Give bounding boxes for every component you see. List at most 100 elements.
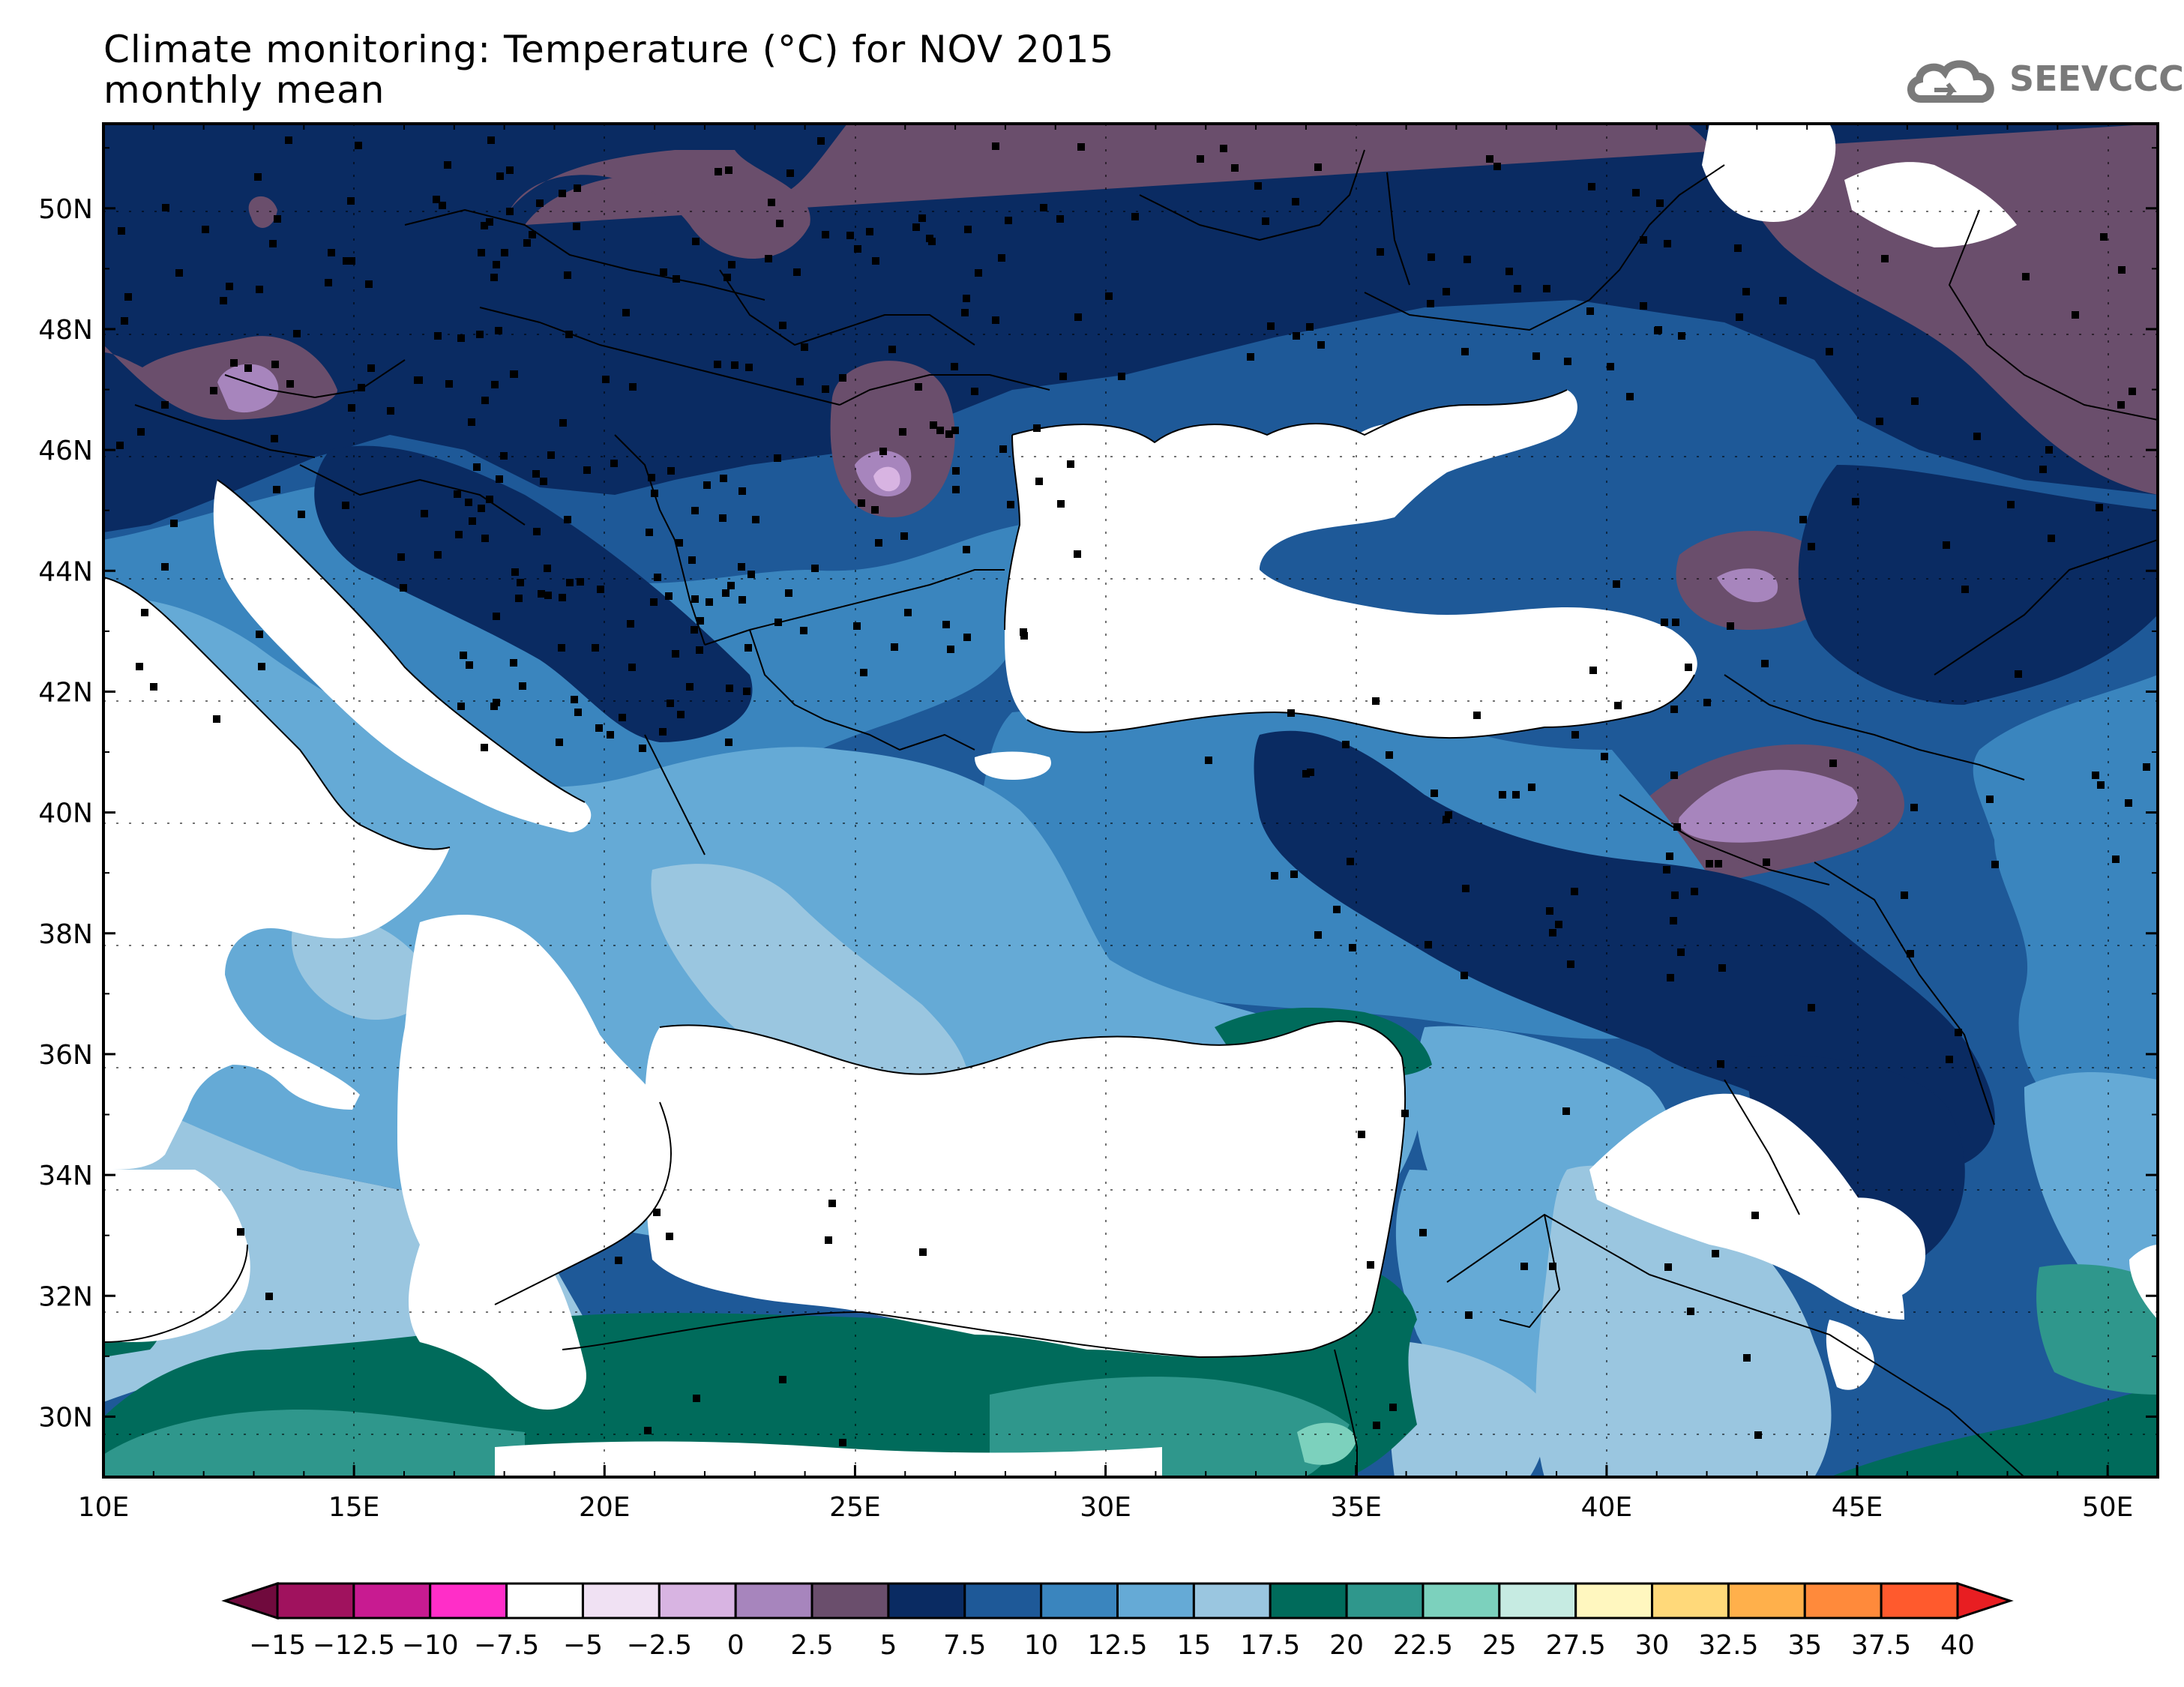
station-marker bbox=[1302, 770, 1310, 778]
station-marker bbox=[828, 1200, 836, 1207]
station-marker bbox=[725, 739, 732, 746]
station-marker bbox=[511, 568, 519, 576]
station-marker bbox=[116, 442, 124, 449]
station-marker bbox=[1671, 891, 1679, 899]
contour-0 bbox=[873, 466, 900, 492]
station-marker bbox=[2039, 466, 2047, 473]
map-frame bbox=[102, 122, 2159, 1479]
station-marker bbox=[622, 309, 630, 316]
station-marker bbox=[1428, 253, 1435, 261]
station-marker bbox=[801, 343, 808, 351]
station-marker bbox=[1373, 1422, 1380, 1429]
colorbar-swatch bbox=[963, 1582, 1043, 1620]
station-marker bbox=[1290, 870, 1298, 878]
station-marker bbox=[1293, 332, 1300, 340]
lon-tick-label: 50E bbox=[2082, 1492, 2134, 1523]
land-mask-and-seas bbox=[103, 124, 2158, 1477]
colorbar-label: 32.5 bbox=[1698, 1630, 1758, 1661]
station-marker bbox=[1462, 885, 1469, 892]
station-marker bbox=[915, 383, 922, 391]
station-marker bbox=[1342, 741, 1350, 748]
colorbar-low-triangle bbox=[221, 1581, 279, 1620]
station-marker bbox=[1247, 353, 1254, 361]
lat-tick-label: 48N bbox=[38, 315, 93, 346]
colorbar-label: 40 bbox=[1940, 1630, 1975, 1661]
lat-tick-label: 42N bbox=[38, 677, 93, 708]
station-marker bbox=[1973, 433, 1981, 440]
station-marker bbox=[2117, 401, 2125, 409]
station-marker bbox=[607, 731, 614, 739]
station-marker bbox=[738, 596, 746, 604]
station-marker bbox=[1712, 1250, 1719, 1257]
lon-tick-label: 20E bbox=[579, 1492, 631, 1523]
station-marker bbox=[434, 332, 442, 340]
lon-tick-label: 40E bbox=[1581, 1492, 1633, 1523]
station-marker bbox=[1007, 501, 1014, 508]
station-marker bbox=[900, 532, 908, 540]
station-marker bbox=[1961, 586, 1969, 593]
station-marker bbox=[1588, 183, 1595, 190]
station-marker bbox=[2100, 233, 2108, 241]
station-marker bbox=[161, 563, 169, 571]
station-marker bbox=[1808, 1004, 1815, 1011]
lat-tick-label: 38N bbox=[38, 919, 93, 950]
station-marker bbox=[1799, 516, 1807, 523]
station-marker bbox=[691, 626, 698, 634]
lon-tick-label: 30E bbox=[1080, 1492, 1131, 1523]
station-marker bbox=[495, 327, 502, 334]
station-marker bbox=[478, 505, 485, 512]
station-marker bbox=[918, 214, 926, 222]
station-marker bbox=[1317, 341, 1325, 349]
station-marker bbox=[726, 685, 733, 692]
lon-tick-label: 10E bbox=[78, 1492, 130, 1523]
colorbar-label: −15 bbox=[249, 1630, 306, 1661]
station-marker bbox=[779, 322, 786, 329]
station-marker bbox=[846, 232, 854, 239]
station-marker bbox=[230, 359, 238, 367]
station-marker bbox=[602, 376, 610, 383]
station-marker bbox=[1718, 964, 1726, 972]
lat-tick-label: 40N bbox=[38, 799, 93, 829]
station-marker bbox=[1881, 255, 1889, 262]
station-marker bbox=[854, 245, 861, 253]
station-marker bbox=[564, 516, 571, 523]
station-marker bbox=[1445, 811, 1452, 819]
station-marker bbox=[1431, 790, 1438, 797]
station-marker bbox=[692, 238, 700, 245]
station-marker bbox=[1742, 288, 1750, 295]
station-marker bbox=[653, 1209, 661, 1216]
station-marker bbox=[486, 218, 493, 226]
contour-2.5 bbox=[217, 364, 279, 413]
station-marker bbox=[800, 627, 807, 634]
sahara-south-mask bbox=[495, 1441, 1162, 1477]
station-marker bbox=[912, 223, 920, 231]
station-marker bbox=[691, 595, 699, 603]
station-marker bbox=[951, 427, 959, 434]
colorbar-swatch bbox=[1498, 1582, 1577, 1620]
station-marker bbox=[654, 574, 661, 581]
station-marker bbox=[1907, 950, 1914, 957]
station-marker bbox=[348, 257, 355, 265]
station-marker bbox=[271, 361, 279, 368]
station-marker bbox=[298, 511, 305, 518]
colorbar-swatch bbox=[810, 1582, 890, 1620]
station-marker bbox=[460, 652, 467, 659]
station-marker bbox=[347, 197, 355, 205]
station-marker bbox=[1349, 944, 1356, 951]
station-marker bbox=[1672, 619, 1679, 626]
station-marker bbox=[728, 261, 735, 268]
station-marker bbox=[367, 364, 375, 372]
station-marker bbox=[286, 380, 294, 388]
station-marker bbox=[2097, 781, 2105, 789]
station-marker bbox=[387, 407, 394, 415]
station-marker bbox=[860, 669, 867, 676]
station-marker bbox=[1717, 1060, 1724, 1068]
station-marker bbox=[1005, 217, 1012, 224]
station-marker bbox=[161, 401, 169, 409]
station-marker bbox=[592, 644, 599, 652]
station-marker bbox=[853, 622, 861, 630]
station-marker bbox=[752, 516, 759, 523]
station-marker bbox=[796, 378, 804, 385]
station-marker bbox=[629, 383, 637, 391]
station-marker bbox=[493, 261, 500, 268]
